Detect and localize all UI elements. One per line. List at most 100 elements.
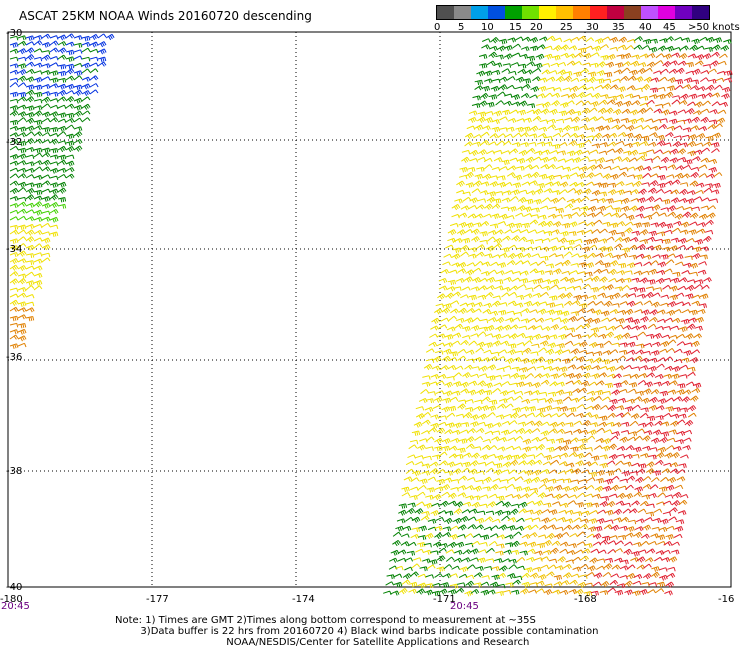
wind-barb bbox=[611, 564, 621, 570]
wind-barb bbox=[592, 581, 602, 587]
wind-barb bbox=[692, 110, 702, 116]
wind-barb bbox=[25, 202, 35, 208]
wind-barb bbox=[89, 56, 99, 62]
wind-barb bbox=[558, 412, 568, 418]
wind-barb bbox=[584, 317, 594, 324]
wind-barb bbox=[548, 70, 558, 75]
wind-barb bbox=[580, 380, 590, 387]
wind-barb bbox=[501, 292, 510, 298]
wind-barb bbox=[535, 238, 544, 244]
wind-barb bbox=[495, 500, 505, 506]
wind-barb bbox=[565, 509, 574, 515]
wind-barb bbox=[652, 254, 661, 259]
wind-barb bbox=[639, 277, 649, 284]
wind-barb bbox=[607, 540, 617, 545]
wind-barb bbox=[621, 285, 630, 291]
wind-barb bbox=[566, 550, 576, 556]
wind-barb bbox=[655, 277, 665, 285]
wind-barb bbox=[488, 269, 498, 275]
wind-barb bbox=[686, 237, 695, 243]
wind-barb bbox=[704, 183, 713, 189]
wind-barb bbox=[555, 165, 565, 170]
wind-barb bbox=[73, 126, 83, 132]
wind-barb bbox=[643, 342, 653, 348]
wind-barb bbox=[568, 451, 578, 457]
wind-barb bbox=[508, 206, 517, 212]
wind-barb bbox=[536, 356, 545, 363]
wind-barb bbox=[471, 228, 480, 235]
wind-barb bbox=[535, 317, 545, 323]
wind-barb bbox=[477, 331, 487, 337]
wind-barb bbox=[73, 84, 83, 91]
wind-barb bbox=[575, 502, 585, 508]
wind-barb bbox=[581, 323, 591, 329]
wind-barb bbox=[17, 173, 27, 179]
wind-barb bbox=[573, 511, 583, 517]
wind-barb bbox=[486, 547, 495, 553]
wind-barb bbox=[65, 145, 75, 153]
wind-barb bbox=[576, 365, 586, 371]
wind-barb bbox=[526, 420, 535, 426]
wind-barb bbox=[508, 469, 518, 475]
wind-barb bbox=[464, 132, 474, 139]
wind-barb bbox=[670, 325, 680, 330]
wind-barb bbox=[604, 557, 614, 563]
wind-barb bbox=[645, 245, 655, 251]
wind-barb bbox=[450, 487, 459, 492]
wind-barb bbox=[444, 381, 453, 388]
wind-barb bbox=[451, 253, 461, 260]
wind-barb bbox=[634, 309, 643, 314]
wind-barb bbox=[567, 187, 577, 193]
wind-barb bbox=[546, 302, 556, 308]
wind-barb bbox=[546, 446, 555, 453]
wind-barb bbox=[654, 420, 663, 426]
wind-barb bbox=[530, 164, 540, 170]
wind-barb bbox=[651, 155, 661, 161]
wind-barb bbox=[633, 180, 643, 187]
wind-barb bbox=[479, 454, 489, 461]
wind-barb bbox=[554, 127, 563, 133]
wind-barb bbox=[663, 268, 673, 273]
wind-barb bbox=[17, 229, 27, 235]
wind-barb bbox=[604, 509, 614, 516]
wind-barb bbox=[447, 237, 456, 243]
wind-barb bbox=[576, 541, 586, 546]
wind-barb bbox=[501, 515, 510, 521]
wind-barb bbox=[507, 117, 517, 124]
wind-barb bbox=[625, 357, 635, 362]
wind-barb bbox=[434, 308, 443, 315]
wind-barb bbox=[603, 563, 613, 570]
wind-barb bbox=[554, 533, 563, 540]
wind-barb bbox=[41, 202, 51, 209]
wind-barb bbox=[501, 109, 511, 116]
wind-barb bbox=[604, 246, 614, 252]
wind-barb bbox=[605, 198, 614, 204]
wind-barb bbox=[672, 141, 682, 148]
wind-barb bbox=[41, 166, 51, 172]
wind-barb bbox=[528, 142, 537, 147]
wind-barb bbox=[540, 156, 550, 163]
wind-barb bbox=[674, 79, 684, 85]
wind-barb bbox=[432, 493, 442, 501]
wind-barb bbox=[522, 78, 532, 84]
wind-barb bbox=[33, 201, 43, 208]
wind-barb bbox=[512, 407, 521, 413]
wind-barb bbox=[537, 574, 547, 581]
wind-barb bbox=[456, 582, 466, 587]
wind-barb bbox=[625, 93, 634, 99]
wind-barb bbox=[81, 103, 91, 110]
wind-barb bbox=[446, 422, 455, 429]
wind-barb bbox=[513, 575, 523, 581]
wind-barb bbox=[516, 332, 526, 339]
wind-barb bbox=[484, 430, 494, 435]
wind-barb bbox=[73, 131, 83, 138]
wind-barb bbox=[540, 291, 550, 297]
wind-barb bbox=[524, 390, 533, 396]
wind-barb bbox=[488, 493, 498, 499]
wind-barb bbox=[569, 579, 578, 585]
wind-barb bbox=[657, 492, 666, 498]
wind-barb bbox=[57, 118, 67, 123]
wind-barb bbox=[470, 333, 479, 338]
legend-swatch bbox=[573, 6, 590, 19]
wind-barb bbox=[588, 107, 598, 113]
